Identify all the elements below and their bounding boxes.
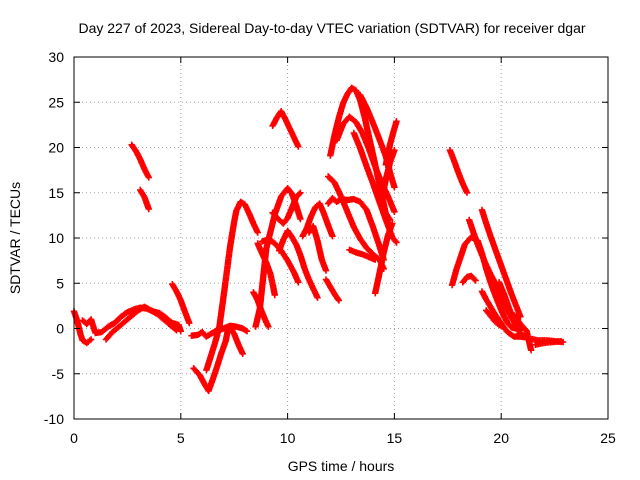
series-seg-w [325,173,387,272]
series-seg-r [299,200,336,240]
data-point-plus [269,108,302,150]
data-point-plus [137,186,152,213]
series-seg-o [269,189,304,227]
chart-title: Day 227 of 2023, Sidereal Day-to-day VTE… [78,20,585,36]
series-seg-c [102,303,180,343]
series-seg-d [128,141,152,181]
x-axis-label: GPS time / hours [288,458,395,474]
data-point-plus [372,220,396,297]
grid-lines [74,57,608,419]
data-point-plus [252,185,304,330]
data-point-plus [382,118,400,168]
data-point-plus [478,206,524,320]
data-point-plus [203,198,261,374]
x-tick-label: 0 [70,430,78,446]
data-point-plus [190,327,231,395]
series-seg-t [322,276,343,304]
series-seg-h [190,327,231,395]
y-tick-label: 15 [48,185,64,201]
series-seg-ao [532,338,565,348]
series-seg-s [305,223,330,274]
series-seg-ag [459,272,479,286]
series-seg-f [169,281,193,327]
x-tick-label: 10 [280,430,296,446]
data-point-plus [378,147,398,205]
data-point-plus [325,173,387,272]
data-point-plus [128,141,152,181]
x-tick-label: 15 [387,430,403,446]
series-seg-j [226,323,246,357]
series-seg-ai [478,206,524,320]
series-seg-ab [372,220,396,297]
series-seg-ae [446,147,471,196]
y-tick-label: 20 [48,140,64,156]
data-point-plus [226,323,246,357]
series-seg-aa [346,246,379,263]
data-point-plus [495,279,524,338]
series-seg-aj [495,279,524,338]
data-point-plus [275,227,321,301]
y-axis: -10 -5 0 5 10 15 20 25 30 [44,49,608,427]
data-point-plus [322,276,343,304]
series-seg-q [269,108,302,150]
data-point-plus [305,223,330,274]
data-point-plus [346,246,379,263]
y-axis-label: SDTVAR / TECUs [7,182,23,294]
data-point-plus [299,200,336,240]
y-tick-label: -5 [52,366,65,382]
x-tick-label: 20 [493,430,509,446]
series-seg-e [137,186,152,213]
data-point-plus [446,147,471,196]
x-tick-label: 5 [177,430,185,446]
data-point-plus [169,281,193,327]
series-seg-ad [382,118,400,168]
y-tick-label: 10 [48,230,64,246]
data-point-plus [102,303,180,343]
y-tick-label: -10 [44,411,64,427]
data-point-plus [459,272,479,286]
y-tick-label: 5 [56,275,64,291]
series-seg-al [483,307,507,330]
y-tick-label: 25 [48,94,64,110]
series-seg-ac [378,147,398,205]
data-point-plus [532,338,565,348]
data-point-plus [269,189,304,227]
y-tick-label: 0 [56,321,64,337]
data-point-plus [483,307,507,330]
x-axis: 0 5 10 15 20 25 [70,57,616,446]
series-seg-p [275,227,321,301]
series-seg-i [203,198,261,374]
data-marks [70,84,567,395]
x-tick-label: 25 [600,430,616,446]
y-tick-label: 30 [48,49,64,65]
series-seg-m [252,185,304,330]
